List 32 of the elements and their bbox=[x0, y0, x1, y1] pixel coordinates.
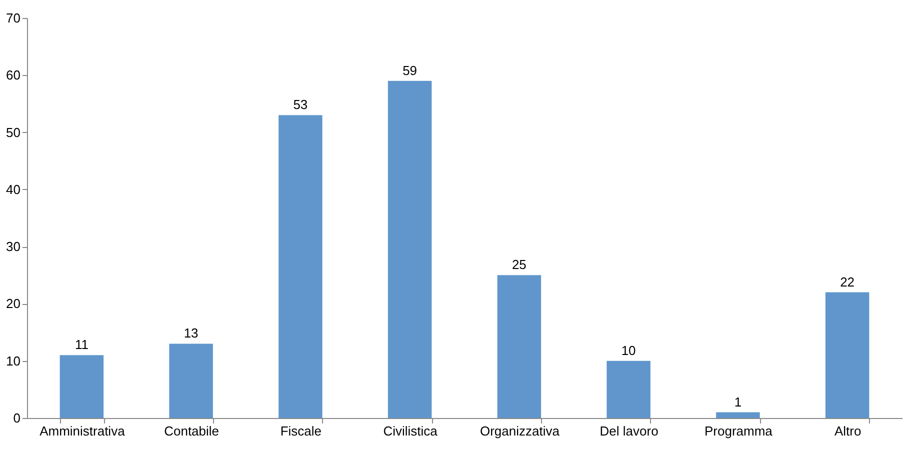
bar bbox=[169, 344, 213, 418]
data-label: 1 bbox=[734, 394, 742, 410]
y-tick-label: 60 bbox=[6, 68, 20, 83]
x-tick-label: Fiscale bbox=[280, 424, 322, 438]
y-tick-label: 0 bbox=[13, 410, 20, 426]
data-label: 13 bbox=[184, 326, 198, 341]
bar bbox=[497, 275, 542, 418]
data-label: 25 bbox=[512, 257, 526, 272]
y-tick-label: 50 bbox=[6, 124, 20, 140]
y-tick-label: 30 bbox=[6, 239, 20, 254]
x-tick-label: Amministrativa bbox=[40, 424, 126, 438]
bar bbox=[60, 355, 104, 418]
y-tick-label: 10 bbox=[6, 353, 20, 368]
x-tick-label: Civilistica bbox=[383, 424, 438, 438]
bar bbox=[278, 115, 322, 418]
data-label: 22 bbox=[840, 274, 855, 290]
x-tick-label: Contabile bbox=[164, 424, 220, 438]
x-tick-label: Altro bbox=[834, 424, 862, 438]
bar bbox=[388, 80, 432, 418]
x-tick-label: Del lavoro bbox=[600, 424, 658, 438]
data-label: 10 bbox=[621, 342, 636, 358]
y-tick-label: 70 bbox=[6, 10, 20, 26]
bar bbox=[606, 360, 650, 418]
y-tick-label: 40 bbox=[6, 182, 20, 197]
y-tick-label: 20 bbox=[6, 296, 20, 312]
x-tick-label: Organizzativa bbox=[480, 424, 560, 438]
x-tick-label: Programma bbox=[704, 424, 774, 438]
data-label: 11 bbox=[74, 337, 88, 352]
bar bbox=[716, 412, 760, 418]
bar bbox=[825, 292, 870, 418]
data-label: 53 bbox=[293, 97, 308, 112]
data-label: 59 bbox=[402, 62, 418, 78]
